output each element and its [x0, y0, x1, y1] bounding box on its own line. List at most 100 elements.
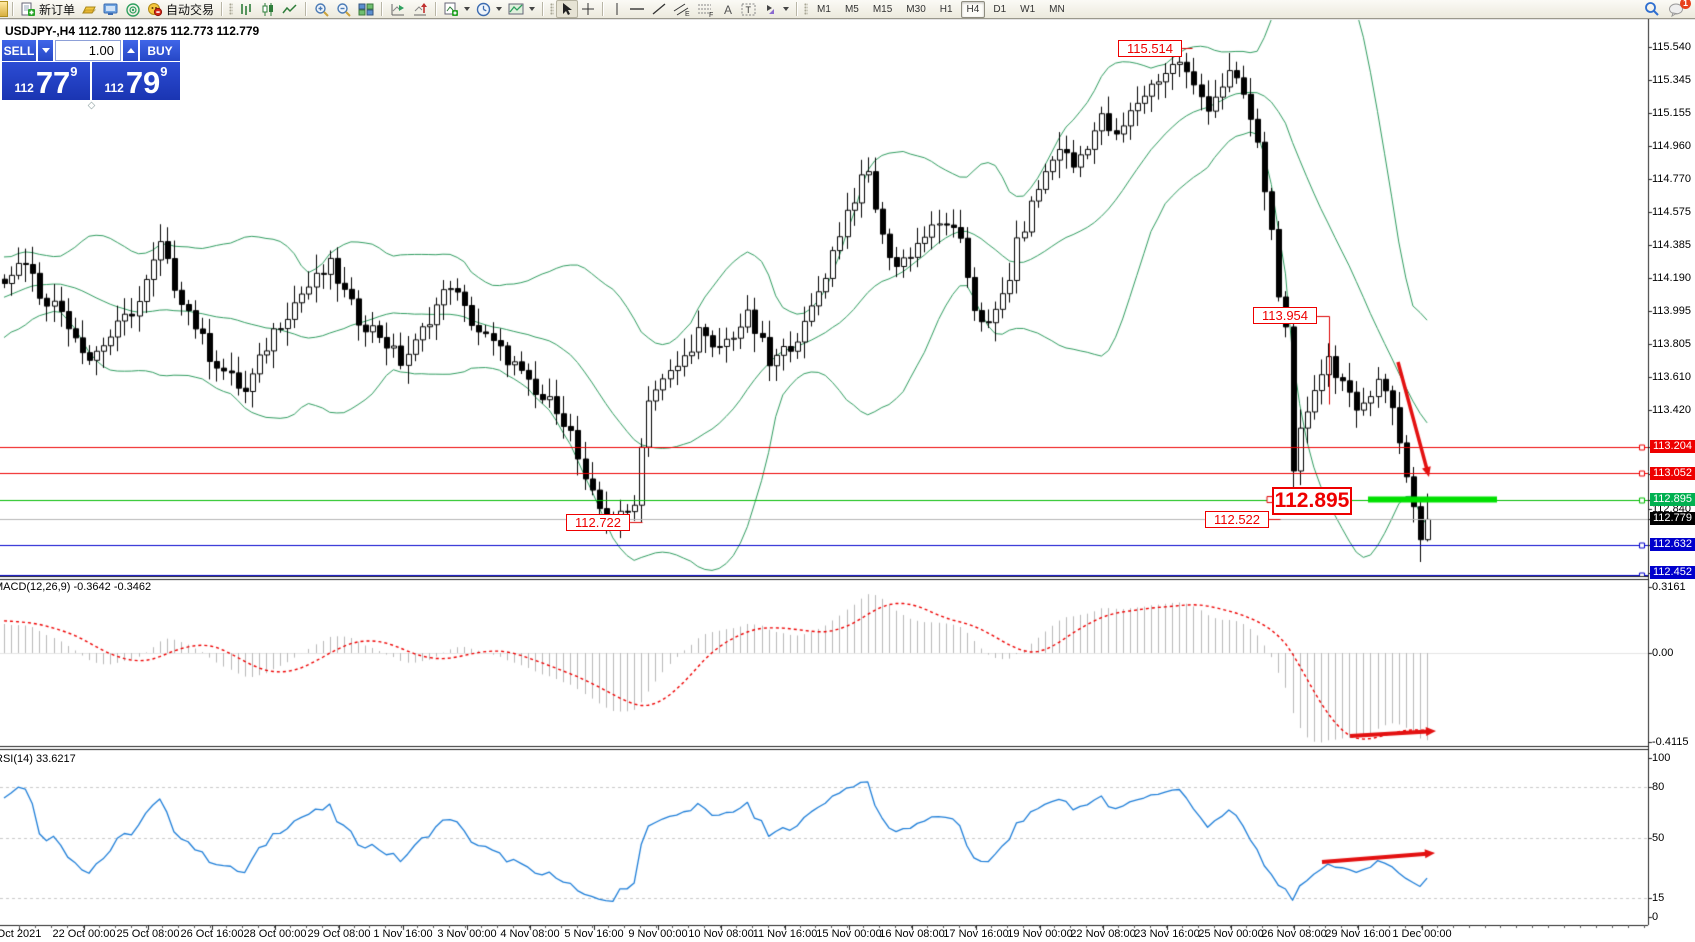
vertical-line-tool[interactable]	[608, 1, 626, 17]
macd-axis-label: -0.4115	[1652, 736, 1689, 748]
volume-input[interactable]	[55, 40, 121, 61]
sell-price-tile[interactable]: 112 77 9	[2, 62, 90, 100]
time-axis-label: 25 Oct 08:00	[116, 928, 180, 940]
tile-windows-icon	[358, 3, 374, 15]
crosshair-tool-button[interactable]	[578, 1, 598, 17]
volume-down-button[interactable]	[38, 40, 53, 61]
price-axis-label: 113.805	[1652, 338, 1691, 350]
template-icon	[508, 3, 524, 14]
sell-price-main: 77	[35, 65, 71, 100]
toolbar-separator	[381, 2, 384, 16]
text-label-tool[interactable]: T	[738, 1, 760, 17]
time-axis-label: 5 Nov 16:00	[564, 928, 624, 940]
toolbar-separator	[796, 2, 799, 16]
price-callout[interactable]: 115.514	[1118, 40, 1182, 57]
timeframe-m15[interactable]: M15	[872, 3, 893, 15]
macd-axis-label: 0.00	[1652, 647, 1674, 659]
time-axis-label: 25 Nov 00:00	[1198, 928, 1264, 940]
buy-price-base: 112	[104, 81, 124, 95]
signals-button[interactable]	[122, 1, 144, 17]
notifications-button[interactable]: 1	[1668, 0, 1691, 17]
tile-windows-button[interactable]	[355, 1, 377, 17]
zoom-in-button[interactable]	[311, 1, 333, 17]
volume-up-button[interactable]	[123, 40, 138, 61]
time-axis-label: 3 Nov 00:00	[437, 928, 497, 940]
buy-button[interactable]: BUY	[140, 40, 180, 61]
price-axis-label: 114.960	[1652, 140, 1691, 152]
price-axis-label: 113.610	[1652, 371, 1691, 383]
price-callout[interactable]: 112.522	[1205, 511, 1269, 528]
time-axis-label: 29 Oct 08:00	[307, 928, 371, 940]
price-callout[interactable]: 112.895	[1272, 487, 1352, 515]
bar-chart-mode-button[interactable]	[235, 1, 257, 17]
rsi-axis-label: 50	[1652, 832, 1665, 844]
new-order-icon	[21, 2, 36, 17]
autotrading-icon	[147, 2, 163, 17]
widget-collapse-handle[interactable]	[87, 101, 95, 110]
clock-icon	[476, 2, 491, 16]
cursor-tool-button[interactable]	[556, 0, 579, 18]
price-callout[interactable]: 112.722	[566, 514, 630, 531]
price-line-badge: 112.895	[1650, 493, 1695, 506]
horizontal-line-tool[interactable]	[626, 1, 648, 17]
new-chart-button[interactable]	[441, 1, 473, 17]
arrows-icon	[767, 4, 775, 14]
toolbar-separator	[12, 2, 14, 16]
new-order-button[interactable]: 新订单	[18, 1, 78, 17]
timeframe-m5[interactable]: M5	[844, 3, 859, 15]
time-axis-label: 29 Nov 16:00	[1325, 928, 1391, 940]
macd-axis-label: 0.3161	[1652, 581, 1686, 593]
time-axis-label: 19 Nov 00:00	[1007, 928, 1073, 940]
timeframe-m30[interactable]: M30	[906, 3, 926, 15]
arrows-tool[interactable]	[760, 1, 792, 17]
terminal-button[interactable]	[100, 1, 122, 17]
price-axis-label: 114.575	[1652, 206, 1691, 218]
time-axis-label: 22 Nov 08:00	[1070, 928, 1136, 940]
price-axis-label: 113.420	[1652, 404, 1691, 416]
time-axis-label: 28 Oct 00:00	[243, 928, 307, 940]
price-callout[interactable]: 113.954	[1253, 307, 1317, 324]
price-axis-label: 115.155	[1652, 107, 1691, 119]
timeframe-h4[interactable]: H4	[960, 0, 986, 18]
autotrading-button[interactable]: 自动交易	[144, 1, 217, 17]
triangle-up-icon	[126, 48, 135, 53]
zoom-out-button[interactable]	[333, 1, 355, 17]
notification-badge: 1	[1680, 0, 1691, 9]
chevron-down-icon	[496, 7, 503, 11]
price-line-badge: 113.052	[1650, 467, 1695, 480]
toolbar-separator	[305, 2, 308, 16]
equidistant-channel-tool[interactable]: E	[670, 1, 694, 17]
timeframe-h1[interactable]: H1	[939, 3, 953, 15]
line-chart-mode-button[interactable]	[279, 1, 301, 17]
timeframe-mn[interactable]: MN	[1049, 3, 1065, 15]
timeframe-d1[interactable]: D1	[993, 3, 1007, 15]
zoom-out-icon	[337, 2, 351, 17]
toolbar-separator	[435, 2, 438, 16]
templates-button[interactable]	[505, 1, 538, 17]
trendline-tool[interactable]	[648, 1, 670, 17]
text-tool[interactable]: A	[718, 1, 738, 17]
toolbar-separator	[602, 2, 605, 16]
price-line-badge: 112.452	[1650, 566, 1695, 579]
rsi-indicator-label: RSI(14) 33.6217	[0, 753, 76, 765]
sell-button[interactable]: SELL	[2, 40, 36, 61]
buy-price-tile[interactable]: 112 79 9	[92, 62, 180, 100]
search-icon[interactable]	[1644, 1, 1660, 17]
timeframe-w1[interactable]: W1	[1020, 3, 1036, 15]
time-axis-label: 9 Nov 00:00	[628, 928, 688, 940]
toolbar: 新订单 自动交易	[0, 0, 1695, 19]
price-line-badge: 112.779	[1650, 512, 1695, 525]
auto-scroll-button[interactable]	[387, 1, 409, 17]
rsi-axis-label: 15	[1652, 892, 1665, 904]
periods-button[interactable]	[473, 1, 505, 17]
triangle-down-icon	[41, 48, 50, 53]
gold-bar-icon-button[interactable]	[78, 1, 100, 17]
chart-shift-button[interactable]	[409, 1, 431, 17]
timeframe-group: M1 M5 M15 M30 H1 H4 D1 W1 MN	[810, 0, 1072, 18]
time-axis-label: 4 Nov 08:00	[500, 928, 560, 940]
candlestick-mode-button[interactable]	[257, 1, 279, 17]
fibonacci-tool[interactable]: F	[694, 1, 718, 17]
timeframe-m1[interactable]: M1	[817, 3, 831, 15]
toolbar-grip	[229, 3, 234, 15]
